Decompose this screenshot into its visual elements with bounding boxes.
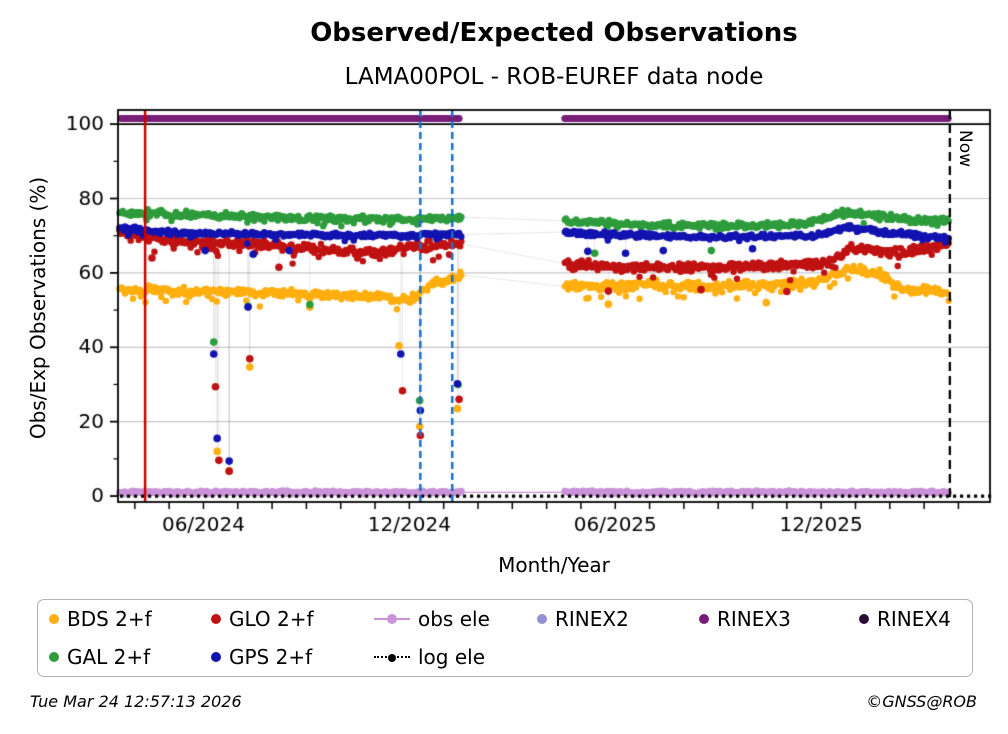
legend-dot-icon bbox=[211, 652, 221, 662]
legend-label: GLO 2+f bbox=[229, 607, 314, 631]
legend-dot-icon bbox=[49, 652, 59, 662]
legend-dot-icon bbox=[699, 614, 709, 624]
legend-dot-icon bbox=[537, 614, 547, 624]
legend-item-glo-2-f: GLO 2+f bbox=[211, 607, 314, 631]
legend-item-rinex4: RINEX4 bbox=[859, 607, 951, 631]
legend-line-dot-icon bbox=[374, 614, 410, 624]
legend-label: RINEX4 bbox=[877, 607, 951, 631]
legend-label: BDS 2+f bbox=[67, 607, 152, 631]
legend-dot-icon bbox=[211, 614, 221, 624]
legend-label: GPS 2+f bbox=[229, 645, 313, 669]
legend-dot-icon bbox=[49, 614, 59, 624]
legend: BDS 2+f GLO 2+f obs ele RINEX2 RINEX3 RINEX4 G… bbox=[37, 599, 973, 677]
legend-item-gal-2-f: GAL 2+f bbox=[49, 645, 150, 669]
legend-item-rinex2: RINEX2 bbox=[537, 607, 629, 631]
timestamp: Tue Mar 24 12:57:13 2026 bbox=[30, 692, 242, 711]
legend-label: GAL 2+f bbox=[67, 645, 151, 669]
legend-item-log-ele: log ele bbox=[374, 645, 485, 669]
legend-item-rinex3: RINEX3 bbox=[699, 607, 791, 631]
now-annotation-label: Now bbox=[955, 130, 975, 168]
chart-title: Observed/Expected Observations bbox=[310, 18, 798, 48]
legend-item-bds-2-f: BDS 2+f bbox=[49, 607, 152, 631]
legend-label: RINEX3 bbox=[717, 607, 791, 631]
legend-label: RINEX2 bbox=[555, 607, 629, 631]
legend-label: obs ele bbox=[418, 607, 490, 631]
legend-dotted-line-icon bbox=[374, 652, 410, 662]
legend-item-obs-ele: obs ele bbox=[374, 607, 490, 631]
chart-subtitle: LAMA00POL - ROB-EUREF data node bbox=[344, 64, 764, 90]
y-axis-label: Obs/Exp Observations (%) bbox=[26, 176, 50, 440]
legend-dot-icon bbox=[859, 614, 869, 624]
copyright: ©GNSS@ROB bbox=[866, 692, 977, 711]
x-axis-label: Month/Year bbox=[498, 553, 610, 577]
legend-label: log ele bbox=[418, 645, 486, 669]
legend-item-gps-2-f: GPS 2+f bbox=[211, 645, 312, 669]
